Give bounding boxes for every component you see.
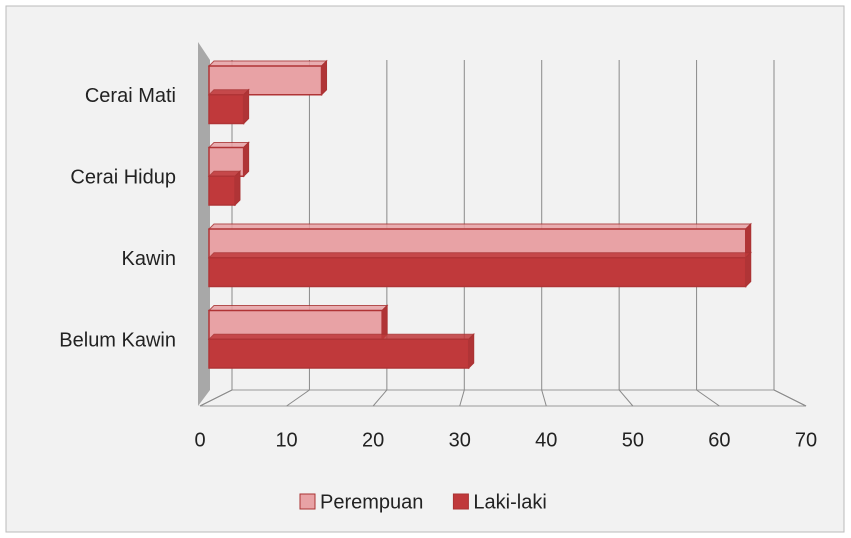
x-tick-label: 60: [708, 429, 730, 451]
chart: 0 10 20 30 40 50 60 70 Belum Kawin Kawin Cerai Hid…: [0, 0, 851, 538]
legend-label: Perempuan: [320, 491, 423, 513]
x-tick-label: 20: [362, 429, 384, 451]
legend-swatch: [300, 494, 315, 509]
y-tick-label: Cerai Hidup: [70, 167, 176, 189]
x-tick-label: 10: [275, 429, 297, 451]
bar: [209, 339, 469, 368]
legend-swatch: [453, 494, 468, 509]
x-tick-label: 0: [194, 429, 205, 451]
y-tick-label: Cerai Mati: [85, 85, 176, 107]
bar-side: [235, 171, 240, 205]
y-tick-label: Kawin: [122, 248, 176, 270]
x-tick-label: 50: [622, 429, 644, 451]
bar: [209, 95, 244, 124]
page: {"chart_data": {"type": "bar", "orientat…: [0, 0, 851, 538]
left-wall: [198, 42, 210, 406]
x-tick-label: 70: [795, 429, 817, 451]
bar: [209, 258, 746, 287]
bar: [209, 176, 235, 205]
legend-label: Laki-laki: [473, 491, 546, 513]
x-tick-label: 30: [449, 429, 471, 451]
y-tick-label: Belum Kawin: [59, 330, 176, 352]
x-tick-label: 40: [535, 429, 557, 451]
